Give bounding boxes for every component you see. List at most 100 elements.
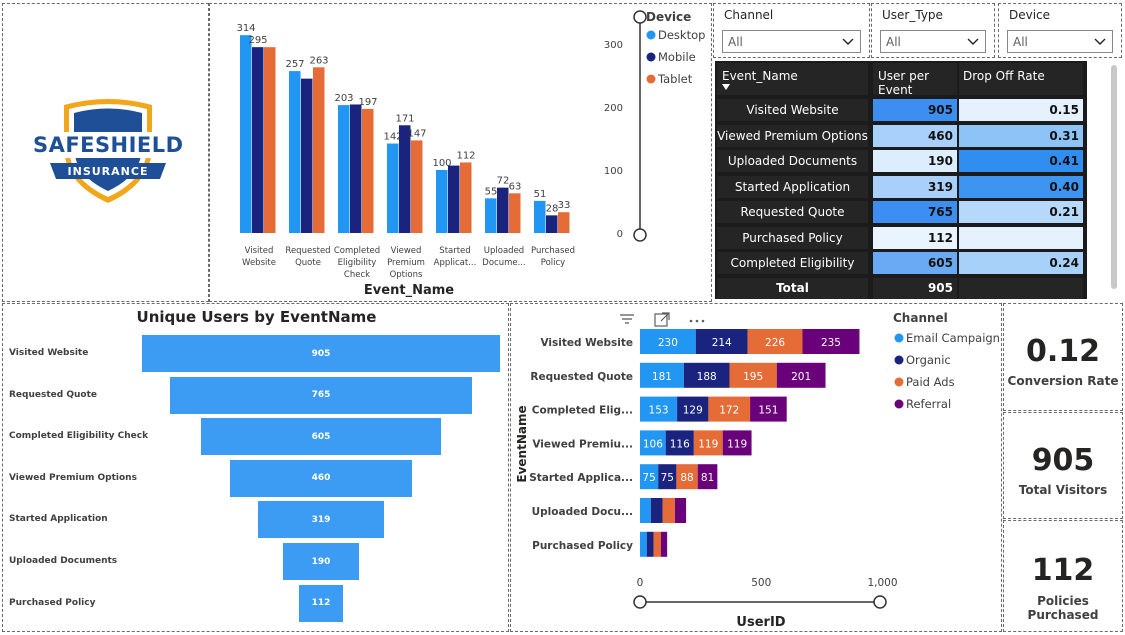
device-data-label: 203 — [334, 93, 353, 104]
device-bar-chart-panel[interactable]: 314 295 257 263 203 197 142 171 147 100 112 55 72 63 5… — [209, 3, 712, 302]
device-bar-desktop[interactable] — [387, 143, 399, 233]
channel-bar-segment[interactable] — [660, 531, 668, 557]
channel-bar-segment[interactable] — [750, 396, 787, 422]
channel-bar-segment[interactable] — [674, 498, 687, 523]
device-bar-tablet[interactable] — [411, 140, 423, 233]
channel-bar-segment[interactable] — [676, 464, 698, 490]
device-bar-tablet[interactable] — [362, 108, 374, 233]
device-bar-mobile[interactable] — [448, 165, 460, 233]
legend-dot-icon — [894, 399, 904, 409]
more-options-icon[interactable] — [689, 319, 705, 323]
channel-bar-segment[interactable] — [693, 430, 723, 456]
channel-bar-segment[interactable] — [665, 430, 694, 456]
filter-icon[interactable] — [620, 314, 634, 324]
device-bar-desktop[interactable] — [436, 170, 448, 233]
channel-bar-segment[interactable] — [646, 531, 654, 557]
channel-bar-chart-panel[interactable]: 0 500 1,000 230 214 226 235 181 188 195 201 153 129… — [510, 303, 1002, 632]
device-bar-mobile[interactable] — [252, 47, 264, 234]
device-bar-tablet[interactable] — [313, 67, 325, 233]
chevron-down-icon[interactable] — [1092, 33, 1108, 49]
channel-legend-item[interactable]: Email Campaign — [906, 331, 1000, 345]
channel-bar-segment[interactable] — [695, 329, 748, 354]
channel-bar-segment[interactable] — [658, 464, 677, 490]
channel-bar-segment[interactable] — [722, 430, 752, 456]
device-bar-desktop[interactable] — [485, 198, 497, 233]
device-bar-mobile[interactable] — [497, 187, 509, 233]
sort-descending-icon[interactable] — [722, 84, 730, 90]
chevron-down-icon[interactable] — [840, 33, 856, 49]
device-bar-mobile[interactable] — [301, 78, 313, 234]
funnel-panel[interactable]: Unique Users by EventName Visited Websit… — [2, 303, 509, 632]
channel-bar-segment[interactable] — [653, 531, 661, 557]
channel-bar-segment[interactable] — [776, 362, 826, 388]
device-category-label: Completed — [334, 246, 380, 256]
channel-bar-segment[interactable] — [640, 464, 659, 490]
channel-bar-segment[interactable] — [650, 498, 663, 523]
channel-bar-segment[interactable] — [677, 396, 709, 422]
device-bar-mobile[interactable] — [399, 125, 411, 233]
device-bar-tablet[interactable] — [558, 212, 570, 233]
channel-bar-segment[interactable] — [697, 464, 718, 490]
funnel-bar[interactable]: 605 — [201, 418, 441, 456]
table-scrollbar[interactable] — [1111, 65, 1117, 289]
channel-bar-segment[interactable] — [640, 531, 647, 557]
table-header-event-name[interactable]: Event_Name — [717, 63, 868, 95]
device-bar-mobile[interactable] — [546, 215, 558, 233]
device-legend-item[interactable]: Mobile — [658, 50, 696, 64]
channel-legend-item[interactable]: Referral — [906, 397, 951, 411]
channel-slicer-panel[interactable]: Channel All — [713, 3, 870, 58]
channel-bar-segment[interactable] — [708, 396, 751, 422]
event-table-panel[interactable]: Event_Name User per Event Drop Off Rate … — [713, 59, 1122, 302]
device-bar-desktop[interactable] — [289, 71, 301, 233]
channel-bar-segment[interactable] — [640, 498, 651, 523]
device-data-label: 142 — [383, 132, 402, 143]
funnel-bar[interactable]: 190 — [283, 543, 359, 580]
channel-bar-segment[interactable] — [729, 362, 777, 388]
device-bar-tablet[interactable] — [509, 193, 521, 233]
user-type-slicer-panel[interactable]: User_Type All — [871, 3, 995, 58]
channel-stacked-bar-chart[interactable]: 0 500 1,000 230 214 226 235 181 188 195 201 153 129… — [511, 304, 1001, 631]
table-header-users[interactable]: User per Event — [873, 63, 957, 97]
table-cell-drop — [959, 226, 1083, 249]
channel-dropdown[interactable]: All — [722, 30, 861, 53]
channel-bar-segment[interactable] — [640, 396, 678, 422]
channel-data-label: 195 — [743, 371, 763, 383]
device-legend-item[interactable]: Desktop — [658, 28, 705, 42]
device-zoom-handle-top[interactable] — [633, 10, 647, 24]
channel-bar-segment[interactable] — [747, 329, 803, 354]
funnel-bar[interactable]: 112 — [298, 584, 344, 622]
device-bar-desktop[interactable] — [240, 35, 252, 234]
chevron-down-icon[interactable] — [965, 33, 981, 49]
focus-mode-icon[interactable] — [654, 312, 670, 327]
channel-legend-item[interactable]: Organic — [906, 353, 951, 367]
channel-bar-segment[interactable] — [640, 362, 684, 388]
channel-bar-segment[interactable] — [802, 329, 860, 354]
channel-bar-segment[interactable] — [640, 430, 666, 456]
channel-bar-segment[interactable] — [683, 362, 730, 388]
funnel-bar[interactable]: 905 — [142, 335, 500, 372]
funnel-bar[interactable]: 460 — [230, 459, 412, 497]
channel-legend-item[interactable]: Paid Ads — [906, 375, 955, 389]
device-bar-desktop[interactable] — [338, 105, 350, 233]
channel-zoom-handle-left[interactable] — [633, 595, 647, 609]
device-zoom-handle-bottom[interactable] — [633, 228, 647, 242]
device-bar-mobile[interactable] — [350, 104, 362, 233]
table-header-drop-off[interactable]: Drop Off Rate — [959, 63, 1083, 95]
channel-data-label: 201 — [791, 371, 811, 383]
funnel-bar[interactable]: 765 — [169, 376, 473, 414]
channel-zoom-handle-right[interactable] — [873, 595, 887, 609]
user-type-dropdown[interactable]: All — [880, 30, 986, 53]
device-bar-tablet[interactable] — [460, 162, 472, 233]
legend-dot-icon — [894, 355, 904, 365]
device-bar-tablet[interactable] — [264, 47, 276, 234]
channel-bar-segment[interactable] — [662, 498, 675, 523]
funnel-value-label: 112 — [311, 598, 331, 609]
device-legend-item[interactable]: Tablet — [657, 72, 693, 86]
channel-bar-segment[interactable] — [640, 329, 696, 354]
funnel-bar[interactable]: 319 — [257, 501, 385, 539]
kpi-policies-value: 112 — [1031, 553, 1095, 588]
device-bar-desktop[interactable] — [534, 200, 546, 233]
device-dropdown[interactable]: All — [1007, 30, 1113, 53]
device-slicer-panel[interactable]: Device All — [998, 3, 1122, 58]
